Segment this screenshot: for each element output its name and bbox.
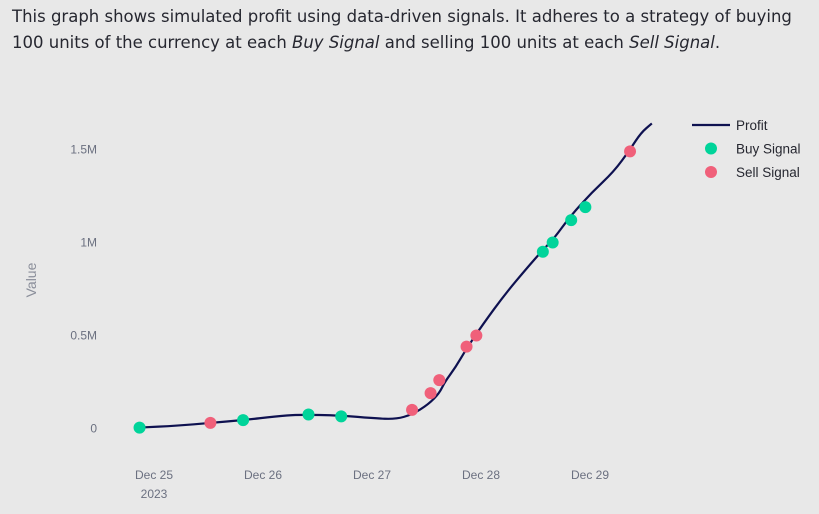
buy-signal-marker <box>546 236 559 249</box>
x-tick-label: Dec 25 <box>135 468 173 482</box>
signal-markers <box>133 145 637 434</box>
sell-signal-marker <box>424 387 437 400</box>
chart-legend: Profit Buy Signal Sell Signal <box>692 118 801 180</box>
x-tick-label: Dec 27 <box>353 468 391 482</box>
y-tick-label: 1M <box>80 236 97 250</box>
buy-signal-marker <box>335 410 348 423</box>
sell-signal-marker <box>624 145 637 158</box>
sell-signal-marker <box>406 403 419 416</box>
x-tick-label: Dec 26 <box>244 468 282 482</box>
x-tick-label: Dec 29 <box>571 468 609 482</box>
legend-label: Buy Signal <box>736 142 801 157</box>
y-tick-label: 1.5M <box>70 143 97 157</box>
x-axis-ticks: Dec 25 2023 Dec 26 Dec 27 Dec 28 Dec 29 <box>135 468 609 501</box>
y-tick-label: 0.5M <box>70 329 97 343</box>
y-tick-label: 0 <box>90 422 97 436</box>
description-text-3: . <box>714 33 721 52</box>
description-text-1: This graph shows simulated profit using … <box>12 7 792 52</box>
y-axis-title: Value <box>23 262 39 297</box>
buy-signal-marker <box>579 201 592 214</box>
y-axis-ticks: 0 0.5M 1M 1.5M <box>70 143 97 436</box>
buy-signal-term: Buy Signal <box>292 33 380 52</box>
sell-signal-marker <box>470 329 483 342</box>
description-text-2: and selling 100 units at each <box>379 33 630 52</box>
sell-signal-term: Sell Signal <box>629 33 715 52</box>
x-tick-label: Dec 28 <box>462 468 500 482</box>
legend-label: Sell Signal <box>736 165 800 180</box>
sell-signal-marker <box>204 416 217 429</box>
x-tick-sublabel: 2023 <box>141 487 168 501</box>
buy-signal-marker <box>133 421 146 434</box>
legend-swatch-sell <box>705 166 717 178</box>
buy-signal-marker <box>237 414 250 427</box>
profit-series-line <box>139 122 653 429</box>
buy-signal-marker <box>302 408 315 421</box>
buy-signal-marker <box>565 214 578 227</box>
legend-label: Profit <box>736 118 768 133</box>
chart-description: This graph shows simulated profit using … <box>12 4 802 56</box>
sell-signal-marker <box>433 374 446 387</box>
legend-swatch-buy <box>705 142 717 155</box>
buy-signal-marker <box>536 245 549 258</box>
sell-signal-marker <box>460 340 473 353</box>
